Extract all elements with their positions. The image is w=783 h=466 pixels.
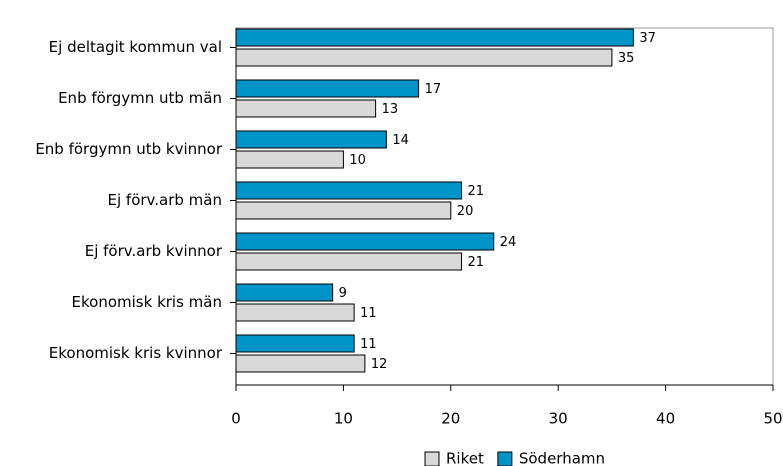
bar bbox=[235, 79, 420, 98]
legend-label: Söderhamn bbox=[519, 450, 605, 466]
value-label: 20 bbox=[457, 204, 474, 219]
y-tick-label: Ekonomisk kris män bbox=[72, 293, 222, 311]
x-tick-label: 40 bbox=[656, 410, 675, 428]
x-tick-label: 30 bbox=[549, 410, 568, 428]
y-tick-label: Enb förgymn utb kvinnor bbox=[35, 140, 223, 158]
value-label: 21 bbox=[468, 255, 485, 270]
x-tick-label: 0 bbox=[231, 410, 241, 428]
bar bbox=[235, 334, 355, 353]
x-tick-label: 10 bbox=[334, 410, 353, 428]
value-label: 24 bbox=[500, 235, 517, 250]
bar bbox=[235, 130, 387, 149]
x-tick-label: 20 bbox=[441, 410, 460, 428]
y-tick-label: Ej förv.arb kvinnor bbox=[85, 242, 223, 260]
bar bbox=[235, 99, 377, 118]
bar bbox=[235, 232, 495, 251]
bar bbox=[235, 150, 344, 169]
y-tick-label: Enb förgymn utb män bbox=[58, 89, 222, 107]
value-label: 11 bbox=[360, 306, 377, 321]
legend-swatch bbox=[424, 451, 440, 466]
y-tick-label: Ekonomisk kris kvinnor bbox=[49, 344, 223, 362]
y-tick-label: Ej förv.arb män bbox=[108, 191, 222, 209]
bar bbox=[235, 201, 452, 220]
value-label: 13 bbox=[382, 102, 399, 117]
bar bbox=[235, 354, 366, 373]
value-label: 9 bbox=[339, 286, 347, 301]
value-label: 12 bbox=[371, 357, 388, 372]
value-label: 17 bbox=[425, 82, 442, 97]
bar bbox=[235, 48, 613, 67]
bar bbox=[235, 303, 355, 322]
value-label: 14 bbox=[392, 133, 409, 148]
value-label: 35 bbox=[618, 51, 635, 66]
legend-swatch bbox=[497, 451, 513, 466]
x-tick-label: 50 bbox=[763, 410, 782, 428]
value-label: 21 bbox=[468, 184, 485, 199]
value-label: 11 bbox=[360, 337, 377, 352]
bar bbox=[235, 252, 463, 271]
legend-label: Riket bbox=[446, 450, 484, 466]
value-label: 37 bbox=[639, 31, 656, 46]
bar bbox=[235, 283, 334, 302]
value-label: 10 bbox=[349, 153, 366, 168]
bar bbox=[235, 181, 463, 200]
bar bbox=[235, 28, 634, 47]
y-tick-label: Ej deltagit kommun val bbox=[49, 38, 222, 56]
